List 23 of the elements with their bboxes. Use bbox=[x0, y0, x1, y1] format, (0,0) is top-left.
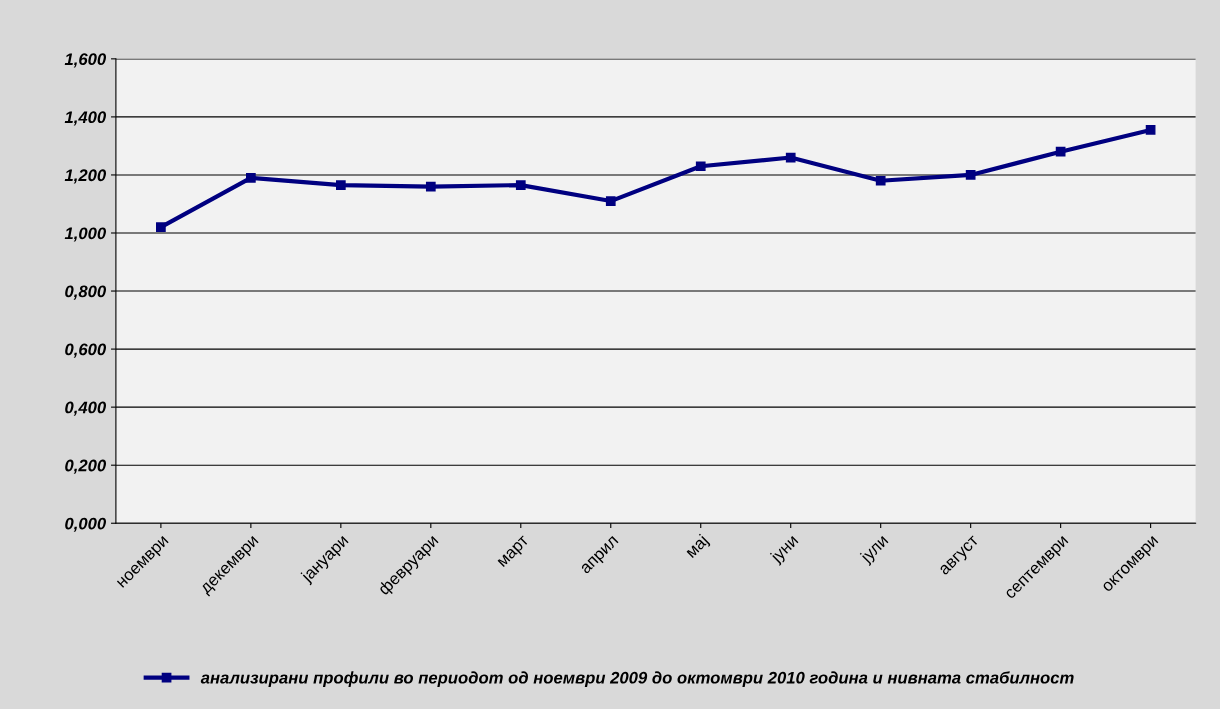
y-tick-label: 1,600 bbox=[64, 53, 107, 68]
y-tick-label: 0,800 bbox=[65, 285, 107, 300]
point bbox=[785, 152, 796, 163]
y-tick-label: 1,400 bbox=[64, 111, 107, 126]
y-tick-label: 0,200 bbox=[65, 459, 107, 474]
point bbox=[1145, 125, 1156, 135]
y-tick-label: 0,400 bbox=[65, 401, 107, 416]
point bbox=[335, 180, 346, 190]
point bbox=[425, 181, 436, 192]
point bbox=[875, 175, 886, 186]
point bbox=[965, 170, 976, 180]
point bbox=[515, 180, 526, 190]
legend-label: анализирани профили во периодот од ноември 2009 до октомври 2010 година и нивната стабилност bbox=[200, 671, 1074, 687]
point bbox=[605, 196, 616, 206]
point bbox=[695, 161, 706, 172]
point bbox=[246, 172, 256, 183]
y-tick-label: 0,000 bbox=[65, 517, 107, 532]
y-tick-label: 1,000 bbox=[64, 227, 107, 242]
y-tick-label: 0,600 bbox=[65, 343, 107, 358]
point bbox=[156, 222, 166, 233]
y-tick-label: 1,200 bbox=[64, 169, 107, 184]
x-tick-label: мај bbox=[684, 533, 711, 561]
point bbox=[1055, 146, 1066, 157]
